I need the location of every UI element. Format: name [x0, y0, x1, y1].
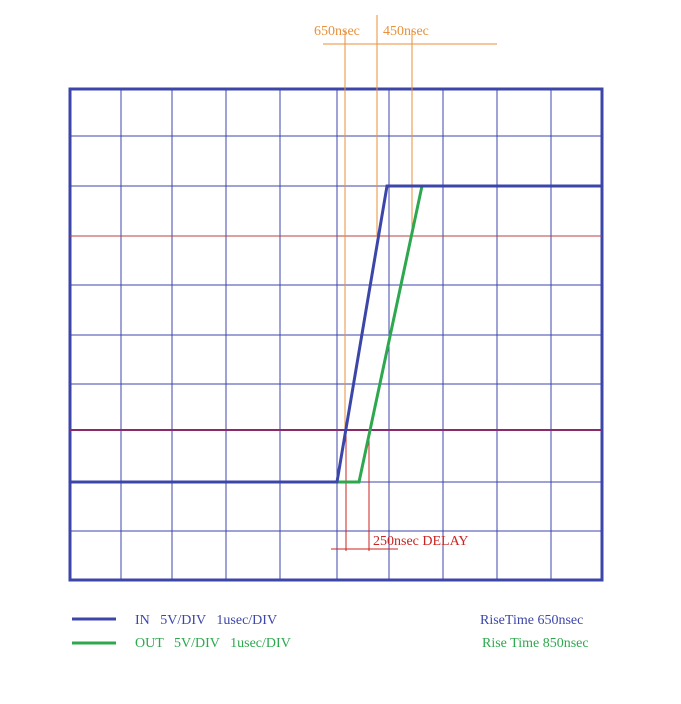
legend-out-rise: Rise Time 850nsec — [482, 636, 589, 651]
legend-in-rise: RiseTime 650nsec — [480, 613, 583, 628]
legend-out-label: OUT 5V/DIV 1usec/DIV — [135, 636, 291, 651]
delay-markers — [331, 430, 398, 551]
legend-in-label: IN 5V/DIV 1usec/DIV — [135, 613, 277, 628]
rise-time-markers — [323, 15, 497, 430]
in-rise-label: 650nsec — [314, 24, 360, 39]
plot-frame — [68, 87, 604, 582]
grid — [70, 89, 602, 580]
delay-label: 250nsec DELAY — [373, 534, 469, 549]
out-offset-label: 450nsec — [383, 24, 429, 39]
in-waveform — [70, 184, 602, 484]
